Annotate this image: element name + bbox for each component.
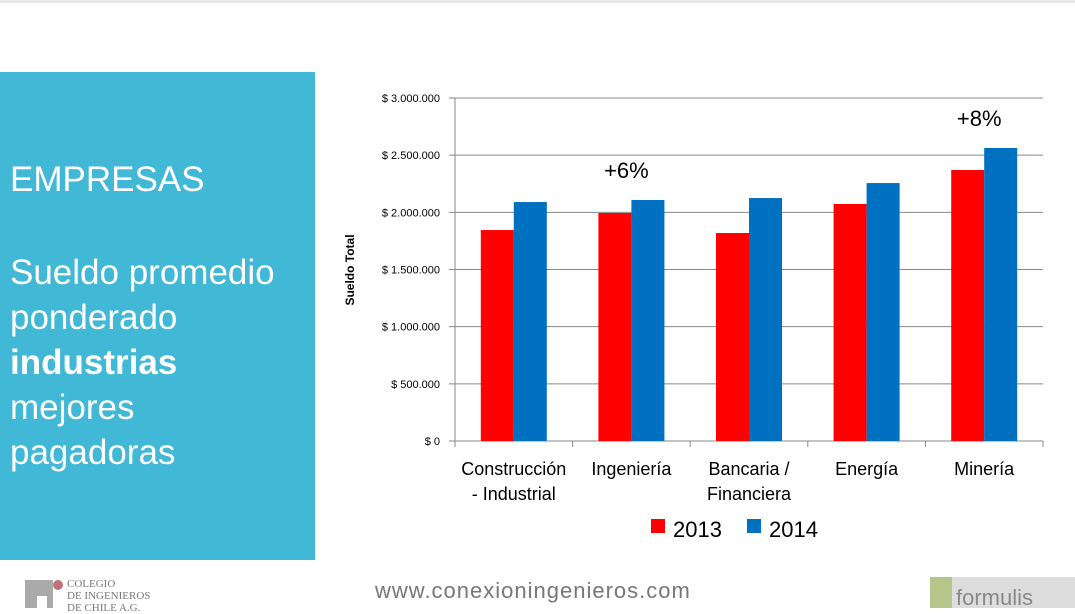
y-tick-label: $ 3.000.000 [382, 93, 440, 105]
y-tick-label: $ 1.500.000 [382, 265, 440, 277]
legend-swatch-2014 [747, 519, 761, 533]
y-tick-label: $ 500.000 [391, 379, 440, 391]
y-tick-label: $ 1.000.000 [382, 322, 440, 334]
y-tick-label: $ 0 [425, 436, 440, 448]
x-tick-label: - Industrial [472, 484, 556, 504]
bar-2014 [984, 147, 1018, 441]
y-axis-label: Sueldo Total [343, 234, 357, 305]
legend-swatch-2013 [651, 519, 665, 533]
annotation: +6% [604, 158, 649, 183]
x-tick-label: Financiera [707, 484, 792, 504]
bar-2014 [513, 202, 547, 441]
slide-heading: EMPRESAS [10, 160, 205, 199]
bar-chart: $ 0 $ 500.000 $ 1.000.000 $ 1.500.000 $ 2.00… [343, 93, 1044, 542]
subtitle-line: Sueldo promedio [10, 253, 275, 292]
bar-2013 [716, 233, 749, 441]
bar-2014 [631, 199, 665, 441]
formulis-logo: formulis [930, 577, 1075, 610]
y-tick-label: $ 2.500.000 [382, 150, 440, 162]
slide-subtitle: Sueldo promedio ponderado industrias mej… [10, 250, 275, 475]
y-tick-label: $ 2.000.000 [382, 207, 440, 219]
bar-2013 [598, 213, 632, 441]
annotation: +8% [957, 106, 1002, 131]
bar-2014 [866, 183, 900, 441]
x-tick-label: Bancaria / [708, 459, 789, 479]
x-tick-label: Construcción [461, 459, 566, 479]
bar-2013 [833, 203, 867, 441]
colegio-ingenieros-logo: COLEGIO DE INGENIEROS DE CHILE A.G. [25, 578, 185, 614]
subtitle-line: pagadoras [10, 433, 176, 472]
subtitle-line: mejores [10, 388, 135, 427]
bar-2013 [951, 170, 985, 441]
legend-label: 2014 [769, 517, 818, 542]
x-tick-label: Minería [954, 459, 1015, 479]
legend-label: 2013 [673, 517, 722, 542]
subtitle-line: ponderado [10, 298, 178, 337]
title-panel: EMPRESAS Sueldo promedio ponderado indus… [0, 72, 315, 560]
subtitle-bold: industrias [10, 343, 178, 382]
bar-2014 [749, 198, 782, 441]
top-divider [0, 0, 1075, 3]
x-tick-label: Energía [835, 459, 899, 479]
bar-2013 [480, 230, 514, 441]
footer-url: www.conexioningenieros.com [375, 578, 691, 603]
x-tick-label: Ingeniería [591, 459, 672, 479]
